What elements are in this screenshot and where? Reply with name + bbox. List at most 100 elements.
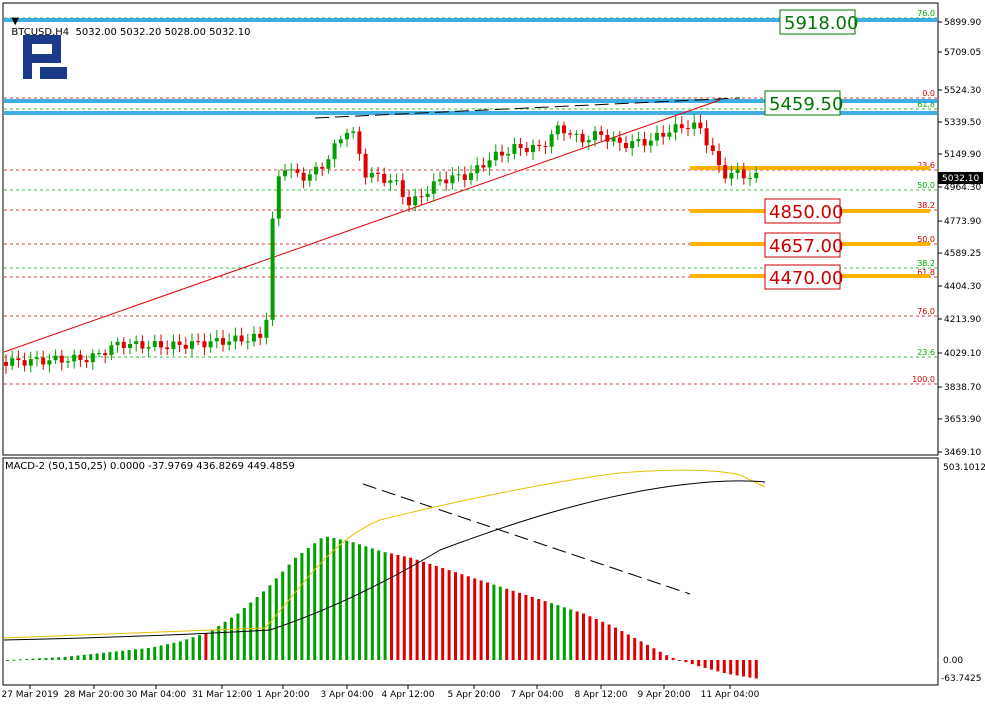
target-box <box>764 90 841 116</box>
macd-bar <box>294 557 297 660</box>
macd-bar <box>25 658 29 660</box>
candle-body <box>121 341 126 349</box>
macd-bar <box>626 634 630 660</box>
candle-body <box>593 131 597 141</box>
macd-bar <box>338 539 342 660</box>
price-tick-label: 4773.90 <box>944 217 981 227</box>
macd-bar <box>390 553 393 660</box>
support-band-blue <box>4 111 937 115</box>
macd-bar <box>262 591 265 660</box>
macd-bar <box>281 571 285 660</box>
macd-bar <box>601 621 605 660</box>
macd-bar <box>633 637 637 660</box>
support-band-blue <box>4 18 937 22</box>
macd-bar <box>12 659 16 661</box>
macd-bar <box>204 633 208 660</box>
macd-axis-top: 503.1012 <box>943 463 985 473</box>
macd-bar <box>153 646 157 660</box>
macd-bar <box>114 651 118 660</box>
price-tick-label: 5339.50 <box>944 118 981 128</box>
broker-logo-icon <box>23 35 67 79</box>
candle-body <box>22 360 27 366</box>
candle-body <box>549 134 554 147</box>
candle-body <box>717 151 721 166</box>
candle-body <box>10 358 15 366</box>
fib-level-label: 76.0 <box>917 307 935 316</box>
macd-bar <box>441 568 445 660</box>
candle-body <box>295 169 300 173</box>
candle-body <box>710 145 715 152</box>
candle-body <box>41 357 46 365</box>
fib-level-label: 100.0 <box>912 375 935 384</box>
candle-body <box>264 319 269 338</box>
price-tick-label: 4589.25 <box>944 249 981 259</box>
candle-body <box>382 173 387 183</box>
collapse-triangle-icon[interactable]: ▼ <box>11 16 20 27</box>
time-tick-label: 27 Mar 2019 <box>1 690 58 700</box>
macd-bar <box>31 658 35 660</box>
candle-body <box>394 180 399 182</box>
macd-bar <box>409 557 413 660</box>
candle-body <box>407 197 411 206</box>
macd-bar <box>217 625 221 660</box>
candle-body <box>152 341 157 347</box>
fib-level-label: 61.8 <box>917 100 935 109</box>
candle-body <box>363 153 368 178</box>
macd-bar <box>671 657 675 660</box>
macd-bar <box>537 599 541 660</box>
macd-bar <box>402 556 406 660</box>
candle-body <box>456 174 461 176</box>
candle-body <box>227 341 232 345</box>
candle-body <box>72 354 77 362</box>
target-box <box>764 264 841 290</box>
macd-bar <box>658 651 662 660</box>
macd-bar <box>460 574 464 660</box>
macd-header: MACD-2 (50,150,25) 0.0000 -37.9769 436.8… <box>5 461 295 472</box>
candle-body <box>214 338 219 342</box>
candle-body <box>679 124 684 129</box>
candle-body <box>543 146 548 148</box>
price-tick-label: 5709.05 <box>944 48 981 58</box>
macd-bar <box>703 660 707 668</box>
uptrend-line <box>3 99 721 353</box>
macd-bar <box>223 621 227 660</box>
candle-body <box>326 159 331 169</box>
candle-body <box>159 341 163 348</box>
macd-bar <box>146 647 150 660</box>
candle-body <box>4 362 8 366</box>
candle-body <box>487 160 492 168</box>
target-box-label: 4470.00 <box>769 268 843 289</box>
candle-body <box>624 142 628 149</box>
macd-bar <box>63 656 67 660</box>
candle-body <box>655 132 659 141</box>
macd-bar <box>306 548 310 660</box>
macd-bar <box>594 619 598 660</box>
candle-body <box>450 175 455 184</box>
macd-bar <box>230 617 233 660</box>
support-band-blue <box>4 99 937 103</box>
macd-bar <box>44 657 48 660</box>
candle-body <box>586 140 591 143</box>
macd-bar <box>351 542 355 660</box>
candle-body <box>258 333 263 338</box>
fib-level-label: 38.2 <box>917 201 935 210</box>
macd-bar <box>447 570 451 660</box>
target-box <box>764 198 841 224</box>
candle-body <box>617 137 622 143</box>
macd-bar <box>434 565 438 660</box>
macd-bar <box>57 657 61 660</box>
macd-bar <box>454 572 457 660</box>
macd-frame[interactable] <box>2 457 939 686</box>
target-box-label: 5918.00 <box>784 13 858 34</box>
time-tick-label: 31 Mar 12:00 <box>192 690 252 700</box>
macd-bar <box>614 627 617 660</box>
main-chart-frame[interactable] <box>2 2 939 456</box>
resistance-dashed-line <box>314 97 741 119</box>
candle-body <box>642 139 647 146</box>
macd-bar <box>479 580 483 660</box>
candle-body <box>59 355 64 363</box>
candle-body <box>444 179 449 184</box>
macd-bar <box>134 649 137 660</box>
candle-body <box>307 174 312 181</box>
